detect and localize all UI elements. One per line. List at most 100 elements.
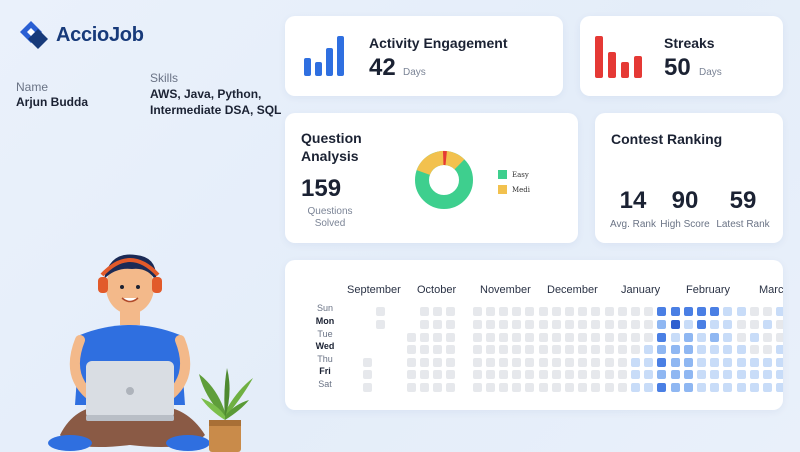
difficulty-donut-chart xyxy=(415,151,473,209)
day-label-sun: Sun xyxy=(316,303,333,313)
heatmap-cell xyxy=(512,358,521,367)
heatmap-cell xyxy=(776,307,783,316)
heatmap-cell xyxy=(512,333,521,342)
heatmap-cell xyxy=(671,345,680,354)
heatmap-cell xyxy=(578,333,587,342)
brand-logo[interactable]: AccioJob xyxy=(18,20,144,50)
heatmap-cell xyxy=(578,320,587,329)
legend-easy: Easy xyxy=(498,170,529,179)
heatmap-cell xyxy=(657,383,666,392)
heatmap-cell xyxy=(631,307,640,316)
heatmap-cell xyxy=(578,370,587,379)
heatmap-cell xyxy=(763,345,772,354)
heatmap-cell xyxy=(578,345,587,354)
activity-value: 42 xyxy=(369,54,396,81)
heatmap-cell xyxy=(420,320,429,329)
heatmap-cell xyxy=(710,333,719,342)
heatmap-cell xyxy=(618,307,627,316)
heatmap-cell xyxy=(644,307,653,316)
question-analysis-card[interactable]: Question Analysis 159 Questions Solved E… xyxy=(285,113,578,243)
heatmap-cell xyxy=(433,383,442,392)
heatmap-cell xyxy=(723,345,732,354)
heatmap-cell xyxy=(657,370,666,379)
heatmap-cell xyxy=(512,320,521,329)
heatmap-cell xyxy=(657,333,666,342)
heatmap-cell xyxy=(776,358,783,367)
heatmap-cell xyxy=(565,307,574,316)
heatmap-cell xyxy=(776,383,783,392)
heatmap-cell xyxy=(684,370,693,379)
heatmap-cell xyxy=(539,320,548,329)
contest-ranking-card[interactable]: Contest Ranking 14 Avg. Rank 90 High Sco… xyxy=(595,113,783,243)
activity-calendar-card: September October November December Janu… xyxy=(285,260,783,410)
legend-medium-swatch xyxy=(498,185,507,194)
heatmap-cell xyxy=(737,345,746,354)
heatmap-cell xyxy=(552,307,561,316)
heatmap-cell xyxy=(776,320,783,329)
avg-rank-stat: 14 Avg. Rank xyxy=(603,187,663,230)
high-score-label: High Score xyxy=(660,219,710,230)
heatmap-cell xyxy=(618,370,627,379)
heatmap-cell xyxy=(420,358,429,367)
heatmap-cell xyxy=(657,345,666,354)
heatmap-cell xyxy=(750,307,759,316)
heatmap-cell xyxy=(723,370,732,379)
heatmap-cell xyxy=(407,333,416,342)
legend-easy-label: Easy xyxy=(512,170,529,179)
heatmap-cell xyxy=(539,333,548,342)
heatmap-cell xyxy=(631,333,640,342)
heatmap-cell xyxy=(591,333,600,342)
heatmap-cell xyxy=(763,383,772,392)
heatmap-cell xyxy=(763,320,772,329)
acciojob-logo-icon xyxy=(20,21,48,49)
heatmap-cell xyxy=(776,333,783,342)
day-label-tue: Tue xyxy=(317,329,333,339)
heatmap-cell xyxy=(552,345,561,354)
heatmap-cell xyxy=(473,358,482,367)
heatmap-cell xyxy=(710,383,719,392)
heatmap-cell xyxy=(499,307,508,316)
heatmap-cell xyxy=(420,333,429,342)
heatmap-cell xyxy=(605,345,614,354)
legend-medium-label: Medi xyxy=(512,185,531,194)
heatmap-cell xyxy=(710,307,719,316)
day-label-sat: Sat xyxy=(318,379,332,389)
heatmap-cell xyxy=(591,370,600,379)
heatmap-cell xyxy=(631,320,640,329)
heatmap-cell xyxy=(407,370,416,379)
streaks-card[interactable]: Streaks 50 Days xyxy=(580,16,783,96)
heatmap-cell xyxy=(420,307,429,316)
heatmap-cell xyxy=(486,345,495,354)
heatmap-cell xyxy=(499,333,508,342)
heatmap-cell xyxy=(363,358,372,367)
avg-rank-value: 14 xyxy=(619,187,647,214)
heatmap-cell xyxy=(499,345,508,354)
heatmap-cell xyxy=(446,307,455,316)
heatmap-cell xyxy=(539,345,548,354)
heatmap-cell xyxy=(363,383,372,392)
latest-rank-value: 59 xyxy=(729,187,757,214)
heatmap-cell xyxy=(565,358,574,367)
heatmap-cell xyxy=(644,383,653,392)
heatmap-cell xyxy=(433,345,442,354)
heatmap-cell xyxy=(697,345,706,354)
question-analysis-title-line-1: Question xyxy=(301,130,362,146)
heatmap-cell xyxy=(473,307,482,316)
skills-label: Skills xyxy=(150,71,179,85)
heatmap-cell xyxy=(631,358,640,367)
heatmap-cell xyxy=(750,345,759,354)
heatmap-cell xyxy=(486,370,495,379)
heatmap-cell xyxy=(723,320,732,329)
heatmap-cell xyxy=(631,370,640,379)
heatmap-cell xyxy=(591,307,600,316)
heatmap-cell xyxy=(473,370,482,379)
heatmap-cell xyxy=(473,383,482,392)
heatmap-cell xyxy=(631,345,640,354)
legend-easy-swatch xyxy=(498,170,507,179)
heatmap-cell xyxy=(420,383,429,392)
heatmap-cell xyxy=(433,320,442,329)
heatmap-cell xyxy=(737,333,746,342)
heatmap-cell xyxy=(657,358,666,367)
activity-engagement-card[interactable]: Activity Engagement 42 Days xyxy=(285,16,563,96)
heatmap-cell xyxy=(737,370,746,379)
